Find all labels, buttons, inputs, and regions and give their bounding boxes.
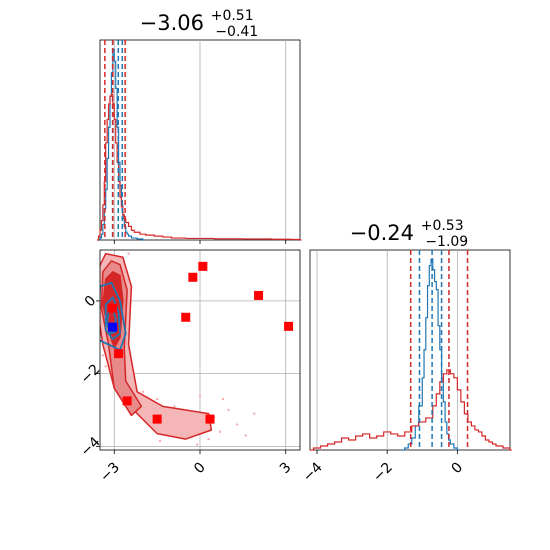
joint-red-marker-2 <box>122 396 132 406</box>
joint-scatter-point-14 <box>235 423 239 426</box>
hist-param2-hist-series-1 <box>310 369 512 451</box>
joint-scatter-point-27 <box>195 443 199 446</box>
hist-param1-title: −3.06 +0.51 −0.41 <box>140 1 261 40</box>
joint-scatter-point-23 <box>104 365 107 368</box>
panel-hist-param1: −3.06 +0.51 −0.41 <box>97 1 302 244</box>
hist-param1-title-sup: +0.51 <box>211 8 254 24</box>
joint-red-marker-6 <box>254 290 264 300</box>
joint-scatter-point-29 <box>158 439 162 443</box>
joint-red-marker-1 <box>114 349 124 359</box>
joint-red-marker-4 <box>188 272 198 282</box>
joint-scatter-point-16 <box>198 394 202 397</box>
joint-blue-contour-1 <box>104 296 121 340</box>
joint-scatter-point-18 <box>207 437 210 441</box>
hist-param1-grid <box>113 40 287 240</box>
joint-scatter-point-25 <box>127 252 130 255</box>
joint-red-marker-8 <box>181 312 191 322</box>
hist-param2-title-main: −0.24 <box>350 221 414 245</box>
joint-red-marker-0 <box>108 303 118 313</box>
joint-scatter-point-28 <box>253 412 256 415</box>
panel-joint: −3 0 3 −4−20 <box>78 249 301 485</box>
hist-param2-title-sup: +0.53 <box>421 218 464 234</box>
joint-content <box>100 252 294 446</box>
joint-red-marker-7 <box>284 321 294 331</box>
joint-scatter-point-13 <box>227 408 230 412</box>
joint-scatter-point-2 <box>141 390 145 394</box>
hist-param1-xticks <box>113 240 287 244</box>
joint-scatter-point-11 <box>218 430 222 434</box>
hist-param1-title-sub: −0.41 <box>215 24 258 40</box>
hist-param2-title-sub: −1.09 <box>425 234 468 250</box>
joint-blue-marker-0 <box>108 322 118 332</box>
joint-scatter-point-20 <box>221 397 225 401</box>
joint-red-marker-3 <box>152 414 162 424</box>
joint-scatter-point-6 <box>173 405 176 408</box>
hist-param1-hist-series-1 <box>97 93 302 241</box>
joint-red-marker-9 <box>205 414 215 424</box>
joint-scatter-point-4 <box>155 397 159 401</box>
hist-param1-quantile-lines <box>104 40 126 240</box>
hist-param2-series <box>310 258 512 451</box>
hist-param2-quantile-lines <box>409 250 469 450</box>
joint-blue-contour-0 <box>100 281 127 351</box>
hist-param2-title: −0.24 +0.53 −1.09 <box>350 211 471 250</box>
hist-param1-title-main: −3.06 <box>140 11 204 35</box>
hist-param2-grid <box>316 250 458 450</box>
joint-scatter-point-19 <box>244 434 247 437</box>
joint-red-marker-5 <box>198 261 208 271</box>
joint-scatter-point-24 <box>101 354 105 357</box>
